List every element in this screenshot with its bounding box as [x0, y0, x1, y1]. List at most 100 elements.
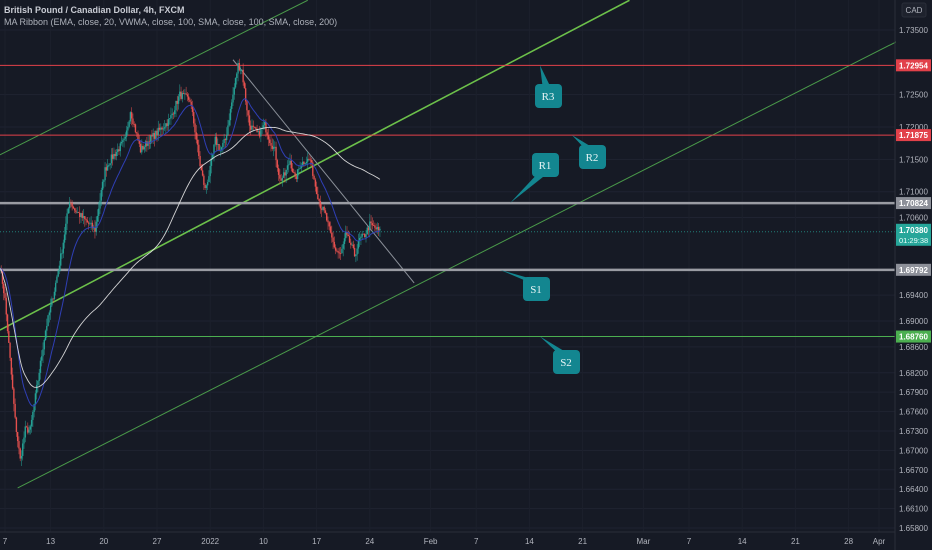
candle-body: [149, 135, 152, 144]
candle-body: [258, 131, 261, 137]
candle-body: [265, 121, 267, 133]
candle: [252, 120, 254, 131]
candle-body: [215, 136, 218, 145]
indicator-label[interactable]: MA Ribbon (EMA, close, 20, VWMA, close, …: [4, 17, 338, 27]
candle-body: [18, 441, 20, 449]
candle: [308, 154, 310, 161]
candle-body: [25, 426, 28, 428]
price-label-r2: 1.71875: [899, 131, 928, 140]
candle-body: [343, 238, 346, 245]
candle-body: [3, 283, 5, 294]
candle-body: [108, 165, 110, 166]
candle: [234, 77, 237, 89]
trend-line[interactable]: [232, 59, 415, 284]
candle-body: [271, 145, 273, 149]
callout-s1[interactable]: S1: [500, 269, 550, 301]
candle-body: [114, 153, 116, 157]
candle: [294, 170, 296, 180]
candle-body: [28, 429, 30, 433]
candle-body: [152, 133, 154, 137]
time-tick-label: Feb: [424, 537, 438, 546]
candle: [1, 268, 4, 289]
price-tick-label: 1.67900: [899, 388, 928, 397]
candle-body: [24, 426, 26, 438]
candle-body: [91, 222, 94, 229]
candle-body: [365, 234, 367, 238]
candle: [187, 93, 190, 103]
callout-box: [535, 84, 562, 108]
candle: [105, 163, 108, 177]
callout-r2[interactable]: R2: [572, 135, 606, 169]
callout-s2[interactable]: S2: [540, 336, 580, 374]
candle-body: [288, 164, 290, 166]
price-label-s2: 1.68760: [899, 333, 928, 342]
candle-body: [360, 236, 362, 238]
candle: [339, 246, 342, 260]
candle: [89, 217, 91, 226]
trend-line[interactable]: [0, 0, 630, 331]
candle: [25, 425, 28, 428]
price-label-r3: 1.72954: [899, 61, 928, 70]
candle: [38, 368, 40, 388]
candle-body: [279, 174, 281, 179]
candle-body: [301, 161, 304, 167]
callout-r1[interactable]: R1: [510, 153, 559, 204]
candle: [347, 230, 349, 237]
candle-body: [336, 250, 338, 252]
candle: [10, 357, 13, 380]
candle: [228, 113, 230, 127]
candle-body: [153, 133, 156, 139]
candle: [361, 230, 363, 240]
trend-line[interactable]: [0, 0, 308, 156]
candle: [82, 208, 85, 225]
symbol-title[interactable]: British Pound / Canadian Dollar, 4h, FXC…: [4, 5, 185, 15]
candle-body: [315, 186, 318, 195]
candle: [14, 398, 16, 419]
candle: [85, 217, 87, 226]
candle-body: [151, 135, 153, 137]
candle-body: [262, 125, 265, 129]
candle-body: [125, 130, 128, 137]
candle-body: [49, 305, 52, 313]
candle-body: [29, 426, 32, 430]
callout-r3[interactable]: R3: [535, 65, 562, 108]
candle: [279, 169, 281, 185]
candle-body: [307, 158, 309, 162]
candle-body: [33, 404, 35, 412]
candle: [176, 95, 178, 112]
candle: [323, 205, 325, 214]
candle: [331, 225, 333, 243]
candle-body: [203, 175, 205, 185]
candle: [370, 215, 372, 231]
candle-body: [94, 227, 96, 232]
callout-box: [523, 277, 550, 301]
candle-body: [138, 140, 140, 144]
candle-body: [162, 128, 165, 130]
trend-line[interactable]: [17, 29, 920, 489]
candle: [200, 164, 203, 171]
price-tick-label: 1.69000: [899, 317, 928, 326]
candle-body: [270, 142, 272, 146]
candle: [242, 63, 244, 86]
candle: [290, 154, 292, 172]
candle: [253, 126, 256, 129]
candle-body: [128, 121, 130, 127]
candle: [120, 135, 123, 146]
candle: [29, 424, 32, 435]
candle-body: [66, 213, 68, 224]
candle-body: [14, 403, 16, 418]
candle-body: [127, 126, 129, 131]
candle: [336, 248, 338, 253]
candle-body: [39, 360, 42, 373]
candle: [76, 207, 78, 214]
candle-body: [82, 216, 85, 218]
candle-body: [134, 124, 137, 133]
candle: [291, 162, 294, 173]
currency-badge[interactable]: [901, 2, 927, 18]
candle: [341, 244, 343, 254]
candle-body: [284, 172, 286, 176]
candle: [225, 127, 228, 145]
candle-body: [320, 208, 323, 210]
